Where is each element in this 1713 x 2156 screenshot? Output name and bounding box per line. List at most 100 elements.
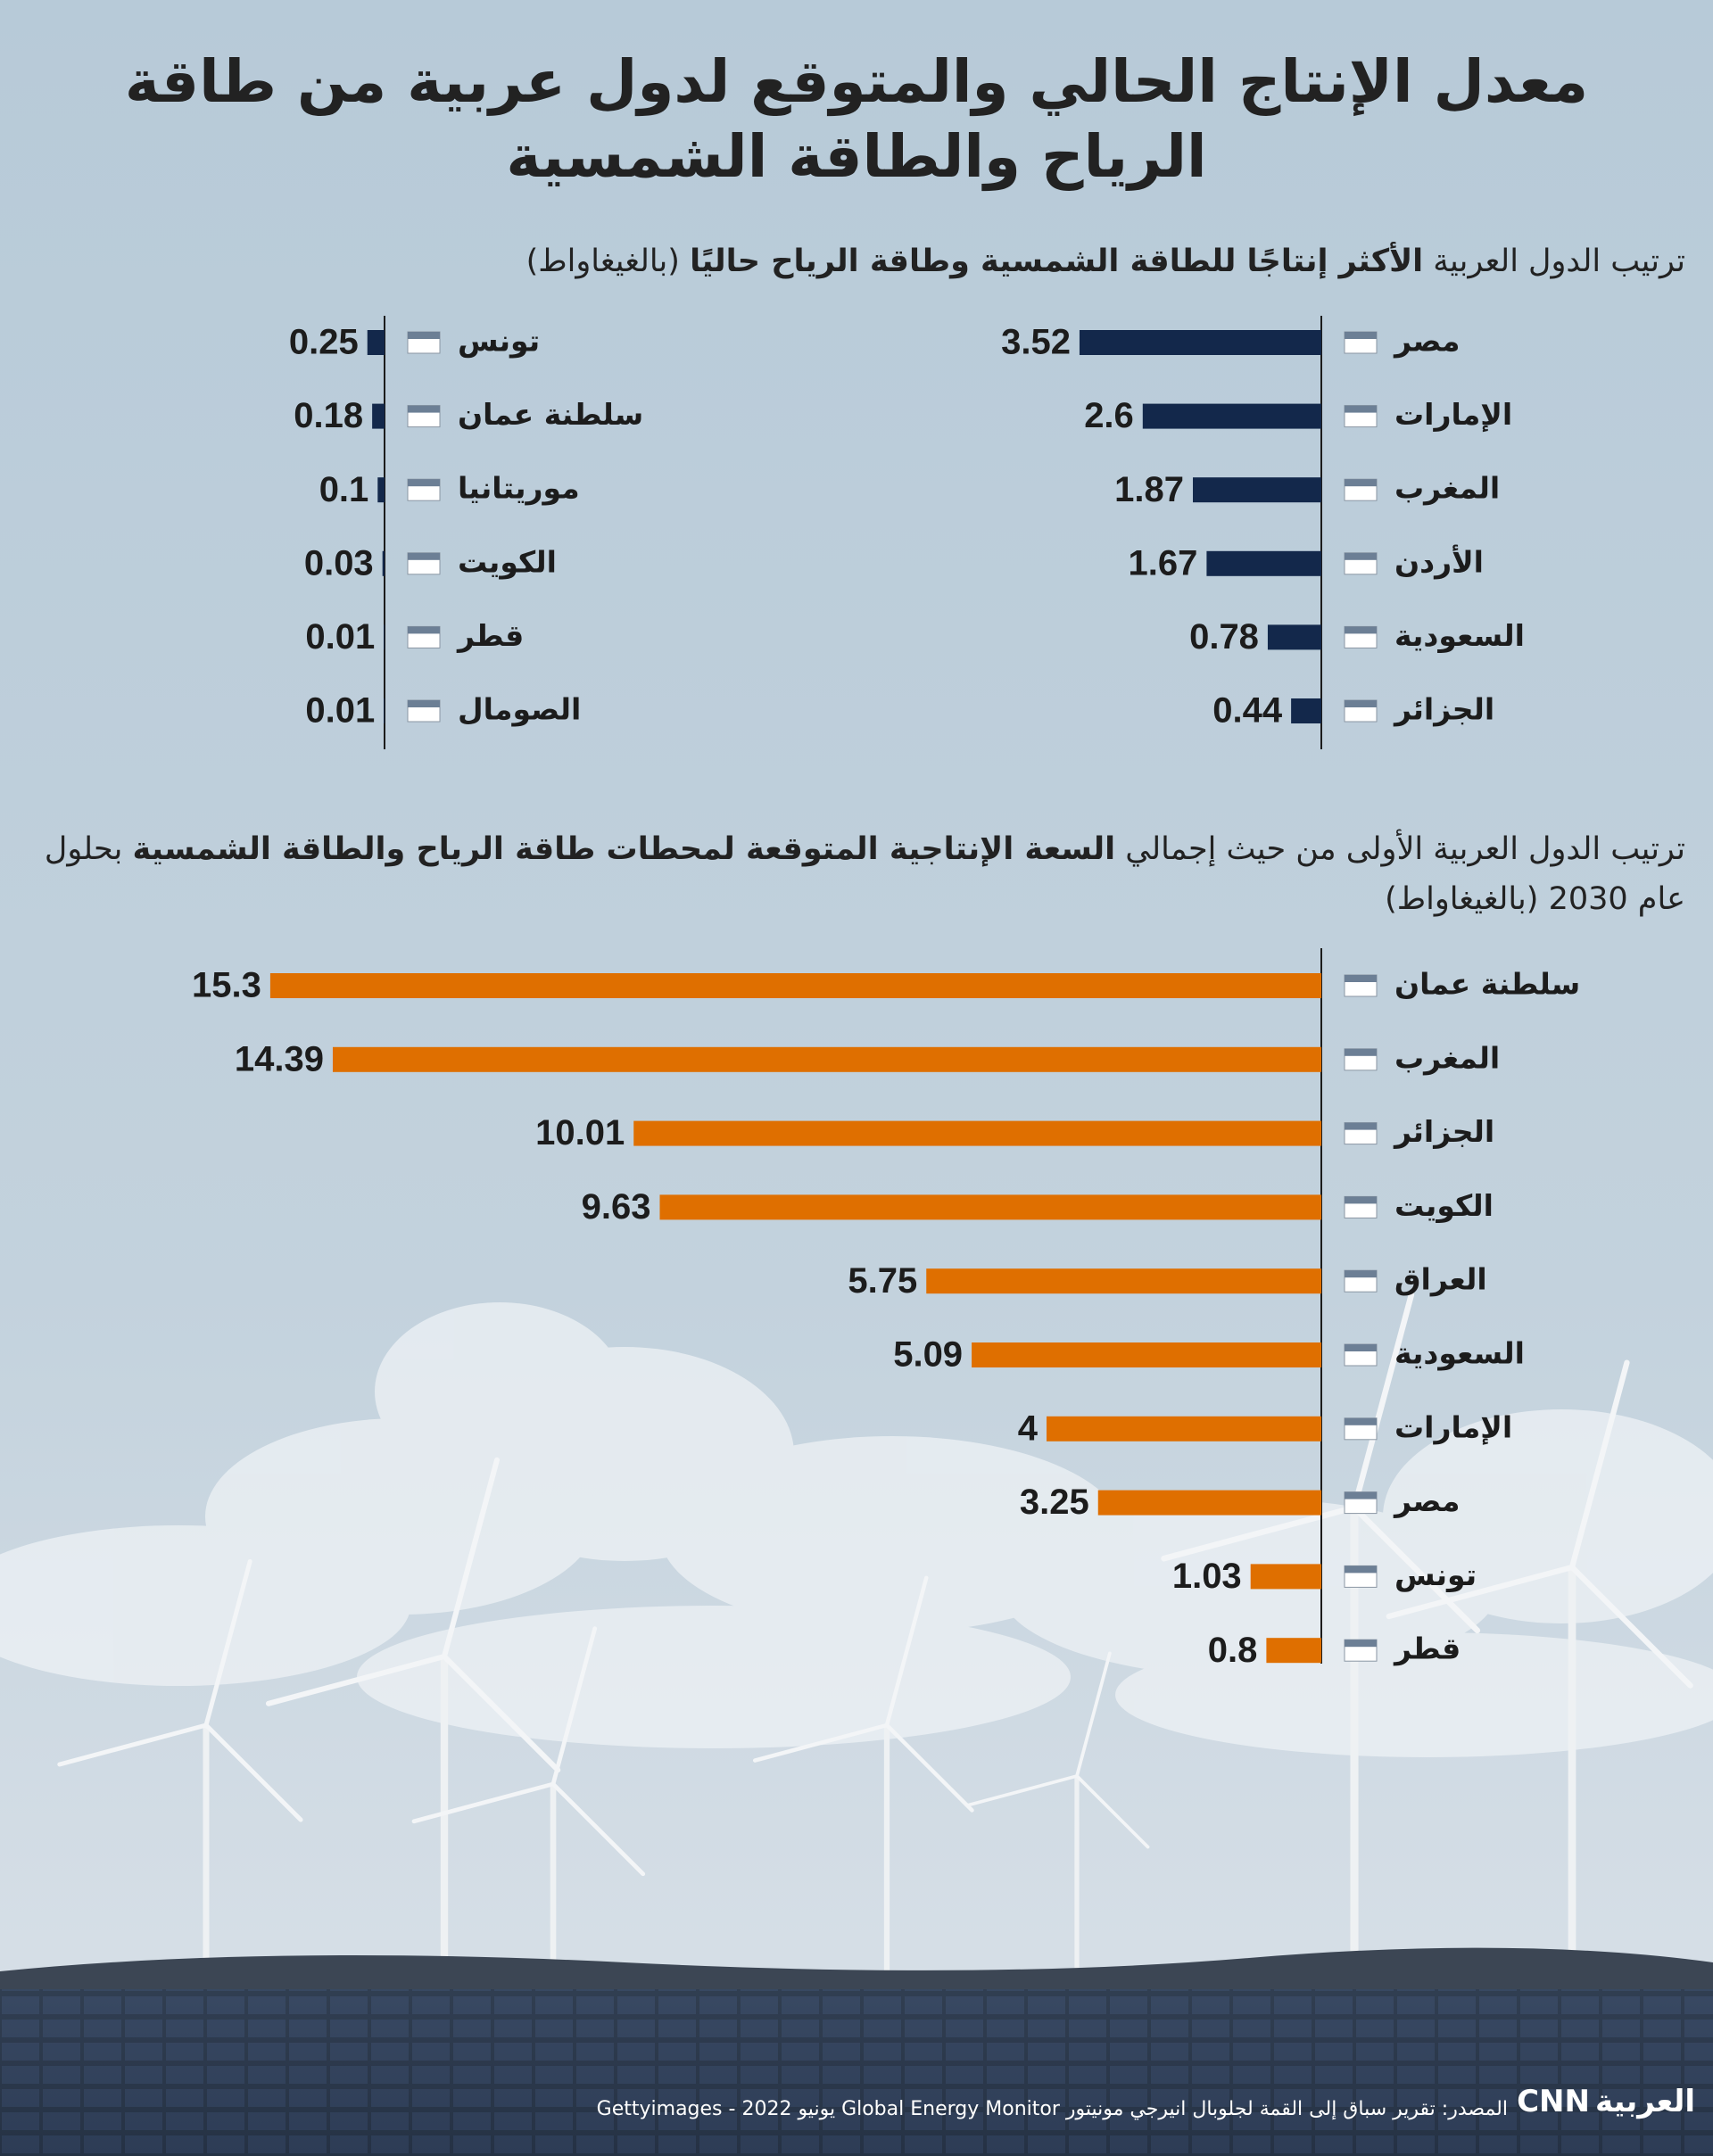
category-label: تونس bbox=[458, 324, 540, 359]
category-label: الإمارات bbox=[1394, 397, 1512, 432]
turbine-blade bbox=[964, 1774, 1079, 1807]
logo-part: العربية bbox=[1594, 2084, 1695, 2119]
turbine-blade bbox=[442, 1654, 561, 1773]
bar bbox=[367, 330, 385, 355]
bar bbox=[384, 624, 385, 650]
turbine-blade bbox=[57, 1722, 209, 1767]
bar bbox=[926, 1268, 1321, 1294]
category-label: موريتانيا bbox=[458, 471, 580, 507]
bar bbox=[633, 1120, 1321, 1146]
flag-stripe bbox=[1345, 1344, 1377, 1351]
flag-stripe bbox=[1345, 332, 1377, 339]
turbine-blade bbox=[752, 1722, 890, 1763]
value-label: 3.25 bbox=[1020, 1483, 1089, 1522]
bar bbox=[659, 1194, 1321, 1220]
value-label: 10.01 bbox=[535, 1113, 625, 1152]
value-label: 0.25 bbox=[289, 323, 359, 362]
category-label: العراق bbox=[1394, 1262, 1487, 1298]
value-label: 5.75 bbox=[848, 1261, 917, 1301]
category-label: قطر bbox=[1393, 1631, 1461, 1667]
turbine-blade bbox=[1568, 1564, 1693, 1689]
subtitle-bold: الأكثر إنتاجًا للطاقة الشمسية وطاقة الري… bbox=[690, 244, 1424, 279]
category-label: قطر bbox=[456, 618, 524, 654]
category-label: الكويت bbox=[458, 544, 557, 580]
bar bbox=[384, 698, 385, 723]
value-label: 1.87 bbox=[1114, 470, 1184, 509]
category-label: السعودية bbox=[1394, 618, 1525, 654]
turbine-blade bbox=[442, 1457, 501, 1659]
turbine-blade bbox=[1075, 1774, 1150, 1849]
bar-chart: 15.3 سلطنة عمان 14.39 المغرب 10.01 الجزائر 9.6… bbox=[192, 948, 1580, 1670]
category-label: الكويت bbox=[1394, 1188, 1494, 1224]
turbine-blade bbox=[1568, 1359, 1630, 1571]
value-label: 15.3 bbox=[192, 966, 261, 1005]
value-label: 0.01 bbox=[305, 617, 375, 657]
flag-stripe bbox=[1345, 479, 1377, 487]
subtitle-text: ترتيب الدول العربية الأولى من حيث إجمالي bbox=[1125, 831, 1685, 867]
turbine-blade bbox=[550, 1626, 598, 1787]
flag-stripe bbox=[1345, 405, 1377, 413]
bar bbox=[1291, 698, 1321, 723]
flag-stripe bbox=[408, 626, 440, 634]
category-label: مصر bbox=[1393, 324, 1460, 359]
value-label: 1.67 bbox=[1129, 543, 1198, 582]
flag-stripe bbox=[408, 332, 440, 339]
turbine-blade bbox=[411, 1781, 556, 1824]
bar bbox=[1267, 624, 1321, 650]
category-label: الإمارات bbox=[1394, 1409, 1512, 1444]
value-label: 4 bbox=[1018, 1408, 1039, 1448]
bar bbox=[1047, 1416, 1321, 1441]
turbine-blade bbox=[1351, 1504, 1481, 1634]
category-label: مصر bbox=[1393, 1483, 1460, 1519]
bar bbox=[382, 550, 385, 576]
turbine-blade bbox=[550, 1781, 646, 1877]
title: معدل الإنتاج الحالي والمتوقع لدول عربية … bbox=[0, 45, 1713, 194]
source-note: المصدر: تقرير سباق إلى القمة لجلوبال اني… bbox=[596, 2098, 1508, 2120]
category-label: المغرب bbox=[1394, 1040, 1500, 1076]
value-label: 14.39 bbox=[235, 1039, 324, 1078]
flag-stripe bbox=[408, 700, 440, 707]
category-label: الجزائر bbox=[1393, 1114, 1494, 1150]
bar bbox=[1266, 1638, 1321, 1664]
bar bbox=[372, 403, 385, 429]
turbine-blade bbox=[884, 1575, 929, 1728]
flag-stripe bbox=[1345, 975, 1377, 982]
category-label: المغرب bbox=[1394, 471, 1500, 507]
flag-stripe bbox=[408, 405, 440, 413]
turbine-blade bbox=[203, 1722, 303, 1822]
value-label: 0.44 bbox=[1212, 691, 1283, 731]
flag-stripe bbox=[1345, 1417, 1377, 1425]
bar bbox=[269, 973, 1321, 998]
bar bbox=[1193, 477, 1321, 503]
title-line: الرياح والطاقة الشمسية bbox=[506, 122, 1207, 191]
turbine-blade bbox=[203, 1558, 252, 1728]
category-label: السعودية bbox=[1394, 1336, 1525, 1372]
bar bbox=[1206, 550, 1321, 576]
category-label: سلطنة عمان bbox=[1394, 967, 1580, 1002]
bar-chart: 3.52 مصر 2.6 الإمارات 1.87 المغرب 1.67 الأردن 0.… bbox=[1001, 316, 1525, 749]
logo: CNN العربية bbox=[1511, 2084, 1695, 2119]
flag-stripe bbox=[408, 479, 440, 487]
clouds bbox=[0, 1302, 1713, 1757]
value-label: 9.63 bbox=[582, 1187, 651, 1227]
turbines bbox=[57, 1292, 1693, 1976]
value-label: 0.03 bbox=[304, 543, 374, 582]
bar bbox=[1097, 1490, 1321, 1516]
category-label: الأردن bbox=[1394, 543, 1484, 579]
bar bbox=[332, 1046, 1322, 1072]
flag-stripe bbox=[1345, 1270, 1377, 1278]
bar bbox=[1079, 330, 1321, 355]
flag-stripe bbox=[1345, 700, 1377, 707]
turbine-blade bbox=[884, 1722, 974, 1813]
value-label: 0.1 bbox=[319, 470, 369, 509]
bar bbox=[1142, 403, 1321, 429]
turbine-blade bbox=[1351, 1292, 1415, 1511]
subtitle-bold: السعة الإنتاجية المتوقعة لمحطات طاقة الر… bbox=[132, 831, 1116, 867]
title-line: معدل الإنتاج الحالي والمتوقع لدول عربية … bbox=[124, 47, 1589, 116]
value-label: 2.6 bbox=[1084, 396, 1134, 435]
subtitle-unit: (بالغيغاواط) bbox=[525, 244, 680, 279]
